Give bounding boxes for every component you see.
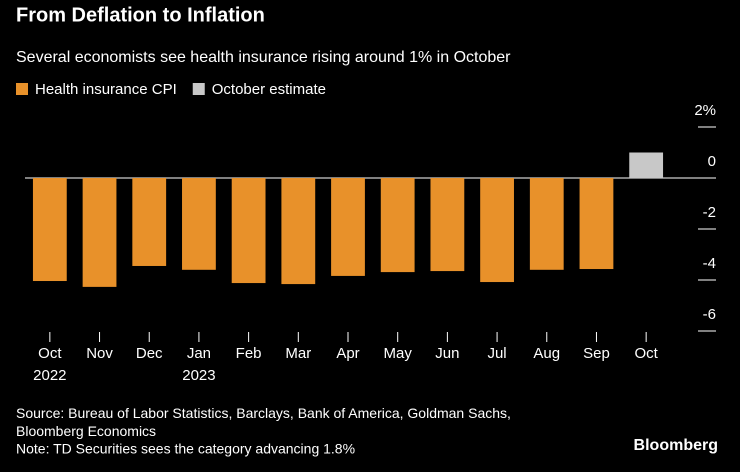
bar bbox=[380, 178, 415, 273]
bar bbox=[132, 178, 167, 266]
bar bbox=[281, 178, 316, 285]
y-tick-label: -2 bbox=[703, 204, 716, 221]
x-tick-label: Jun bbox=[435, 345, 459, 362]
chart-subtitle: Several economists see health insurance … bbox=[16, 49, 511, 66]
x-tick-label: Jan bbox=[187, 345, 211, 362]
y-tick-label: -4 bbox=[703, 255, 716, 272]
chart-title: From Deflation to Inflation bbox=[16, 4, 265, 26]
x-tick-label: Dec bbox=[136, 345, 163, 362]
bar bbox=[182, 178, 216, 270]
x-tick-label: Aug bbox=[533, 345, 560, 362]
bar bbox=[430, 178, 465, 272]
bar bbox=[579, 178, 614, 270]
bar bbox=[629, 152, 664, 178]
bar bbox=[331, 178, 365, 276]
legend-swatch bbox=[16, 83, 28, 95]
x-tick-label: Apr bbox=[336, 345, 359, 362]
y-tick-label: 0 bbox=[708, 153, 716, 170]
bar bbox=[32, 178, 67, 282]
brand: Bloomberg bbox=[634, 437, 718, 454]
x-tick-label: May bbox=[384, 345, 413, 362]
x-tick-label: Sep bbox=[583, 345, 610, 362]
note: Note: TD Securities sees the category ad… bbox=[16, 441, 355, 457]
x-tick-label: Oct bbox=[634, 345, 658, 362]
bar bbox=[231, 178, 266, 284]
legend-swatch bbox=[192, 83, 205, 95]
bar bbox=[480, 178, 514, 283]
x-tick-label: Jul bbox=[487, 345, 506, 362]
bar bbox=[82, 178, 117, 287]
y-tick-label: -6 bbox=[703, 306, 716, 323]
x-sublabel: 2022 bbox=[33, 367, 66, 384]
x-sublabel: 2023 bbox=[182, 367, 215, 384]
x-tick-label: Mar bbox=[285, 345, 311, 362]
x-tick-label: Feb bbox=[236, 345, 262, 362]
legend-label: Health insurance CPI bbox=[35, 81, 177, 98]
x-tick-label: Nov bbox=[86, 345, 113, 362]
legend-label: October estimate bbox=[212, 81, 326, 98]
source: Source: Bureau of Labor Statistics, Barc… bbox=[16, 405, 515, 439]
x-tick-label: Oct bbox=[38, 345, 62, 362]
bar bbox=[529, 178, 564, 270]
y-tick-label: 2% bbox=[694, 102, 716, 119]
